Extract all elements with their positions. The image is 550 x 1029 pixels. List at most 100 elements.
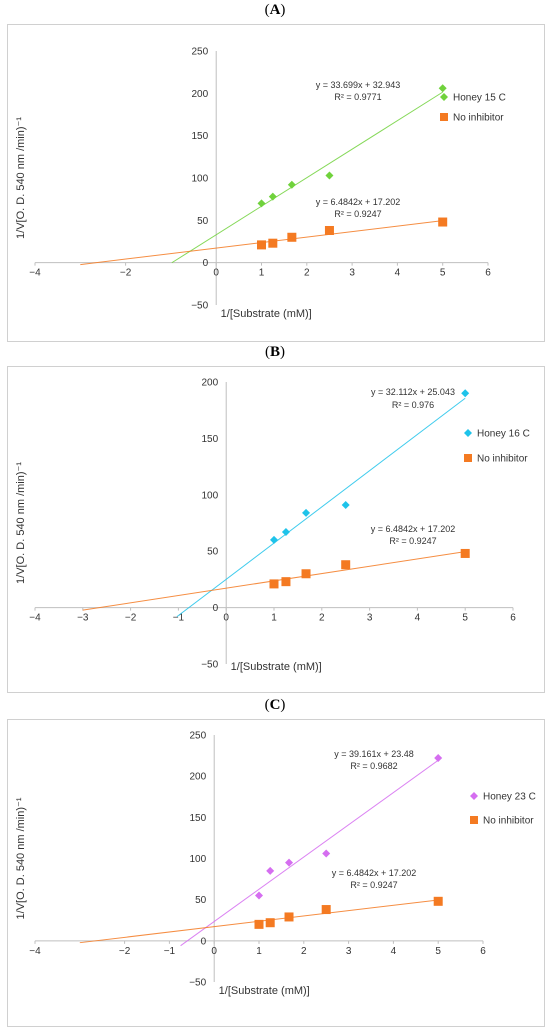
x-tick-label: −1	[164, 946, 176, 957]
x-tick-label: 1	[259, 268, 265, 279]
data-point-1	[324, 225, 334, 235]
y-axis-title: 1/V[O. D. 540 nm /min)⁻¹	[15, 117, 27, 239]
trendline-r-squared: R² = 0.9247	[389, 536, 436, 546]
trendline-r-squared: R² = 0.9247	[334, 209, 381, 219]
trendline-0	[171, 91, 443, 264]
y-tick-label: 200	[190, 772, 207, 783]
x-tick-label: −4	[29, 613, 41, 624]
trendline-equation: y = 39.161x + 23.48	[334, 749, 414, 759]
x-axis-title: 1/[Substrate (mM)]	[221, 308, 312, 320]
x-tick-label: 5	[435, 946, 441, 957]
chart-a: −4 −2 0 1 2 3 4 5 6 −50 0 50 100 150 200 250 1/V[O. D. 5…	[15, 47, 506, 321]
y-tick-label: 200	[192, 89, 209, 100]
x-axis-title: 1/[Substrate (mM)]	[231, 661, 322, 673]
x-tick-label: 2	[301, 946, 307, 957]
data-point-1	[269, 579, 279, 589]
data-point-1	[460, 548, 470, 558]
trendline-r-squared: R² = 0.9247	[350, 880, 397, 890]
data-point-0	[461, 389, 470, 398]
y-tick-label: 50	[197, 216, 209, 227]
y-tick-label: 250	[192, 47, 209, 58]
x-tick-label: −1	[173, 613, 185, 624]
x-tick-label: 6	[480, 946, 486, 957]
data-point-1	[284, 912, 294, 922]
data-point-0	[266, 866, 275, 875]
x-tick-label: 6	[485, 268, 491, 279]
x-tick-label: −2	[120, 268, 132, 279]
y-tick-label: 50	[207, 547, 219, 558]
y-tick-label: 150	[190, 813, 207, 824]
legend-marker-0	[470, 792, 478, 800]
y-tick-label: 0	[201, 936, 207, 947]
legend-label: No inhibitor	[483, 816, 534, 827]
data-point-1	[265, 918, 275, 928]
chart-panel-b: −4 −3 −2 −1 0 1 2 3 4 5 6 −50 0 50 100 150 200 1/V[O. D. …	[7, 366, 545, 693]
y-tick-label: 150	[202, 434, 219, 445]
x-tick-label: 4	[391, 946, 397, 957]
data-point-1	[321, 905, 331, 915]
data-point-0	[281, 528, 290, 537]
panel-label-a: (A)	[264, 2, 286, 18]
y-tick-label: 100	[202, 490, 219, 501]
x-tick-label: 6	[510, 613, 516, 624]
y-tick-label: 0	[203, 258, 209, 269]
x-tick-label: 3	[346, 946, 352, 957]
trendline-equation: y = 6.4842x + 17.202	[371, 524, 456, 534]
data-point-0	[434, 754, 443, 763]
x-tick-label: 1	[271, 613, 277, 624]
x-axis-title: 1/[Substrate (mM)]	[219, 985, 310, 997]
x-tick-label: −4	[29, 946, 41, 957]
panel-label-b: (B)	[264, 344, 285, 360]
x-tick-label: 0	[213, 268, 219, 279]
data-point-1	[287, 232, 297, 242]
x-tick-label: 0	[223, 613, 229, 624]
trendline-0	[180, 759, 439, 947]
x-tick-label: −2	[125, 613, 137, 624]
legend-marker-1	[440, 113, 448, 121]
chart-panel-a: −4 −2 0 1 2 3 4 5 6 −50 0 50 100 150 200 250 1/V[O. D. 5…	[7, 24, 545, 342]
y-axis-title: 1/V[O. D. 540 nm /min)⁻¹	[15, 462, 27, 584]
legend-label: No inhibitor	[453, 113, 504, 124]
x-tick-label: −2	[119, 946, 131, 957]
x-tick-label: 3	[367, 613, 373, 624]
data-point-1	[254, 919, 264, 929]
y-tick-label: 200	[202, 378, 219, 389]
y-tick-label: −50	[189, 978, 206, 989]
x-tick-label: 3	[349, 268, 355, 279]
chart-panel-c: −4 −2 −1 0 1 2 3 4 5 6 −50 0 50 100 150 200 250 1/V[O. D.…	[7, 719, 545, 1027]
x-tick-label: −4	[29, 268, 41, 279]
legend-label: Honey 15 C	[453, 93, 506, 104]
trendline-equation: y = 6.4842x + 17.202	[332, 868, 417, 878]
data-point-0	[302, 508, 311, 517]
y-tick-label: 50	[195, 895, 207, 906]
chart-c: −4 −2 −1 0 1 2 3 4 5 6 −50 0 50 100 150 200 250 1/V[O. D.…	[15, 731, 536, 998]
x-tick-label: 1	[256, 946, 262, 957]
legend-marker-0	[440, 93, 448, 101]
data-point-1	[341, 560, 351, 570]
y-tick-label: 100	[192, 174, 209, 185]
x-tick-label: −3	[77, 613, 89, 624]
trendline-r-squared: R² = 0.9682	[350, 761, 397, 771]
legend-label: Honey 16 C	[477, 429, 530, 440]
data-point-1	[301, 569, 311, 579]
data-point-1	[257, 240, 266, 250]
data-point-0	[287, 180, 296, 189]
legend-marker-0	[464, 429, 472, 437]
x-tick-label: 4	[415, 613, 421, 624]
trendline-0	[176, 397, 466, 618]
data-point-0	[438, 84, 447, 93]
data-point-0	[270, 535, 278, 544]
legend-label: Honey 23 C	[483, 792, 536, 803]
y-tick-label: 100	[190, 854, 207, 865]
trendline-equation: y = 33.699x + 32.943	[316, 80, 401, 90]
data-point-1	[438, 217, 448, 227]
data-point-1	[268, 238, 278, 248]
x-tick-label: 2	[319, 613, 325, 624]
data-point-0	[341, 500, 350, 509]
data-point-0	[322, 849, 331, 858]
data-point-1	[433, 896, 443, 906]
y-tick-label: 250	[190, 731, 207, 742]
x-tick-label: 2	[304, 268, 310, 279]
y-tick-label: −50	[191, 301, 208, 312]
chart-b: −4 −3 −2 −1 0 1 2 3 4 5 6 −50 0 50 100 150 200 1/V[O. D. …	[15, 378, 530, 674]
